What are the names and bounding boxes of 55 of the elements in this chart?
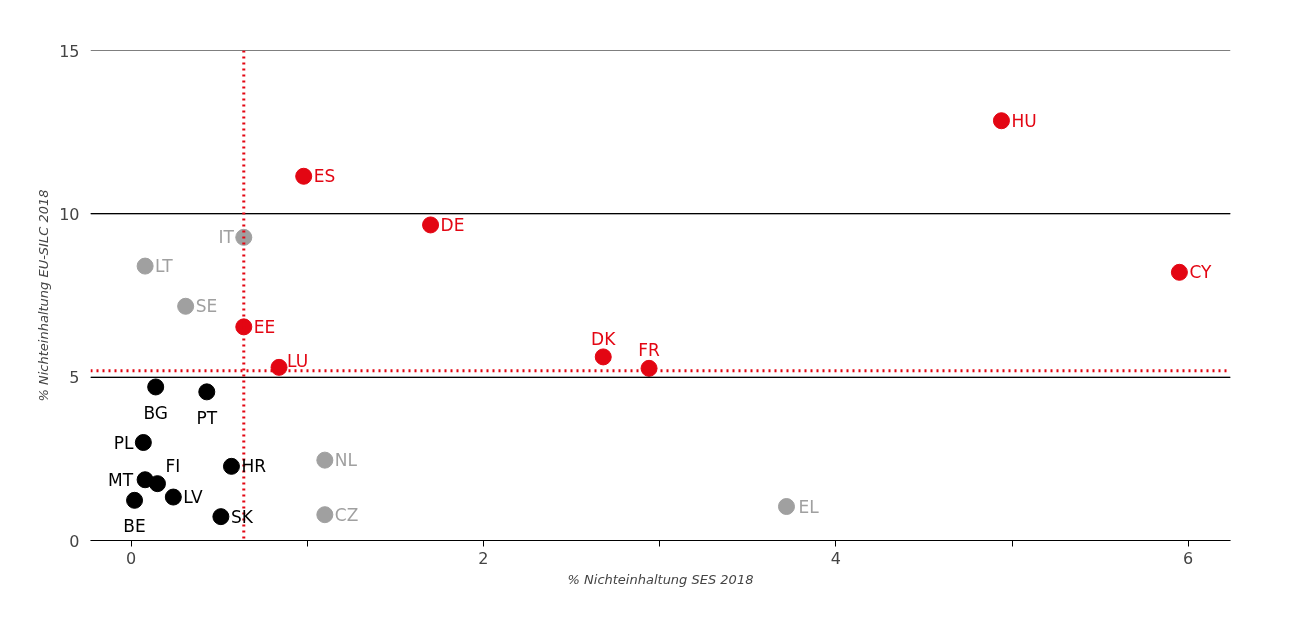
point (148, 475, 166, 493)
annotation: EE (253, 316, 276, 337)
point (164, 488, 182, 506)
annotation: HR (241, 456, 267, 477)
annotation: PT (196, 407, 218, 428)
point (136, 257, 154, 275)
point (235, 318, 253, 336)
point (212, 508, 230, 526)
annotation: PL (113, 432, 134, 453)
x-tick-label: 6 (1183, 548, 1194, 568)
point (270, 358, 288, 376)
point (177, 297, 195, 315)
annotation: MT (108, 469, 134, 490)
point (222, 457, 240, 475)
annotation: DK (591, 328, 617, 349)
x-tick-label: 0 (125, 548, 137, 568)
annotation: FI (165, 455, 181, 476)
y-tick-label: 5 (69, 368, 80, 388)
point (992, 112, 1010, 130)
annotation: DE (440, 214, 465, 235)
y-tick-label: 15 (59, 41, 80, 61)
point (134, 434, 152, 451)
point (422, 216, 440, 234)
y-axis-title: % Nichteinhaltung EU-SILC 2018 (36, 189, 52, 402)
annotation: CY (1189, 262, 1212, 283)
annotation: BG (143, 402, 168, 423)
point (198, 383, 216, 401)
point (316, 451, 334, 469)
annotation: LV (183, 487, 203, 508)
point (295, 167, 313, 185)
annotation: ES (313, 166, 336, 187)
annotation: CZ (334, 504, 359, 525)
x-tick-label: 2 (478, 548, 489, 568)
y-tick-label: 10 (59, 204, 80, 224)
point (147, 378, 165, 396)
point (594, 348, 612, 366)
annotation: NL (334, 450, 358, 471)
y-tick-label: 0 (69, 531, 80, 551)
point (126, 491, 144, 509)
point (316, 506, 334, 524)
annotation: SK (230, 506, 254, 527)
point (640, 359, 658, 377)
annotation: IT (218, 227, 235, 248)
annotation: LT (155, 256, 174, 277)
annotation: EL (798, 496, 820, 517)
annotation: FR (638, 340, 661, 361)
annotation: HU (1011, 110, 1037, 131)
annotation: BE (123, 516, 146, 537)
x-tick-label: 4 (830, 548, 841, 568)
annotation: LU (287, 351, 309, 372)
point (777, 498, 795, 516)
point (235, 228, 253, 246)
x-axis-title: % Nichteinhaltung SES 2018 (567, 571, 754, 587)
annotation: SE (195, 296, 218, 317)
point (1170, 263, 1188, 281)
